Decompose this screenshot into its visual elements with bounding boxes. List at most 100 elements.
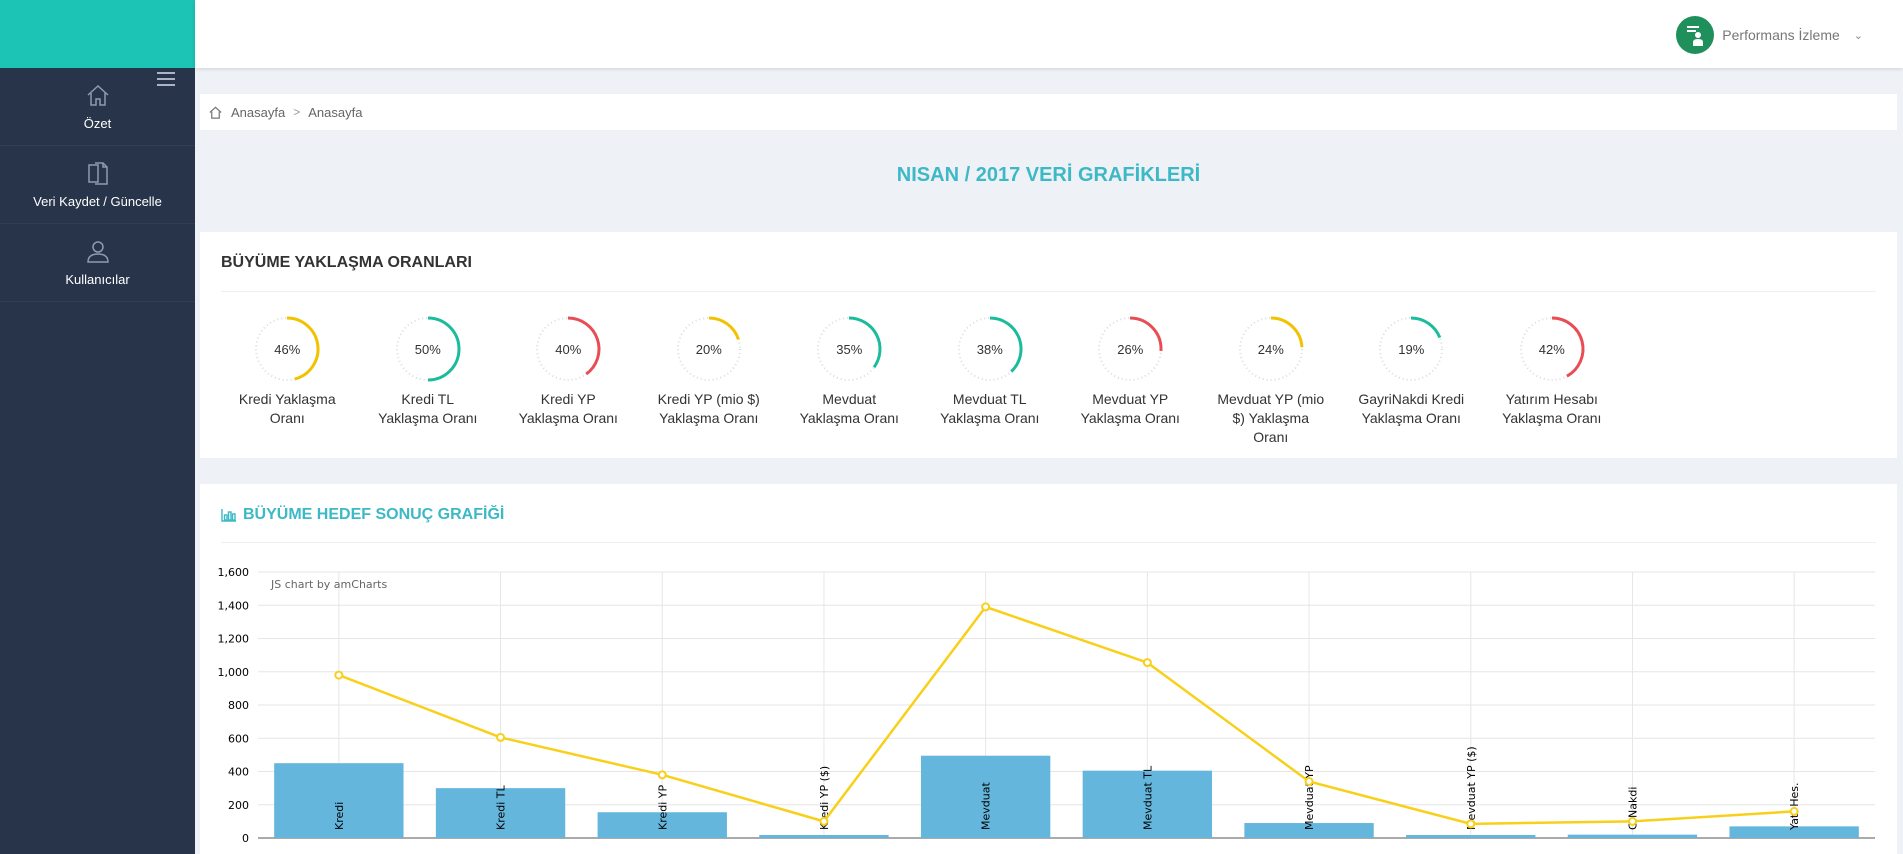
- home-icon: [209, 106, 222, 119]
- gauge-label: Mevduat YP (mio $) Yaklaşma Oranı: [1217, 391, 1325, 445]
- bar: [274, 763, 404, 838]
- top-bar: Performans İzleme ⌄: [195, 0, 1903, 68]
- page-title: NISAN / 2017 VERİ GRAFİKLERİ: [896, 164, 1201, 186]
- gauge-arc: [427, 316, 461, 382]
- line-point: [1466, 819, 1476, 829]
- line-point: [1789, 806, 1799, 816]
- x-category-label: Mevduat TL: [1141, 765, 1154, 830]
- sidebar: Özet Veri Kaydet / Güncelle Kullanıcılar: [0, 68, 195, 854]
- gauge-label: Kredi TL Yaklaşma Oranı: [378, 391, 478, 426]
- y-tick-label: 400: [228, 766, 249, 779]
- gauge-arc: [1130, 316, 1163, 352]
- bar-chart-icon: [221, 509, 236, 522]
- gauge-label: Mevduat Yaklaşma Oranı: [799, 391, 899, 426]
- line-point: [1142, 658, 1152, 668]
- gauge-ring: 46%: [252, 314, 322, 384]
- y-tick-label: 200: [228, 799, 249, 812]
- sidebar-item-label: Veri Kaydet / Güncelle: [33, 194, 162, 209]
- gauge-label: Kredi YP (mio $) Yaklaşma Oranı: [657, 391, 760, 426]
- gauge-item: 35% Mevduat Yaklaşma Oranı: [779, 314, 920, 447]
- target-chart-panel: BÜYÜME HEDEF SONUÇ GRAFİĞİ 0 200 400 600 800…: [200, 484, 1897, 854]
- panel-title-text: BÜYÜME HEDEF SONUÇ GRAFİĞİ: [243, 506, 505, 523]
- gauge-arc: [708, 316, 740, 340]
- gauge-ring: 26%: [1095, 314, 1165, 384]
- x-category-label: Kredi TL: [495, 784, 508, 830]
- gauge-value: 26%: [1117, 341, 1144, 357]
- gauge-label: GayriNakdi Kredi Yaklaşma Oranı: [1358, 391, 1465, 426]
- y-tick-label: 1,400: [218, 599, 250, 612]
- target-result-chart: 0 200 400 600 800 1,000 1,200 1,400 1,600 Kredi Kr…: [218, 566, 1875, 845]
- gauge-ring: 38%: [955, 314, 1025, 384]
- chart-watermark[interactable]: JS chart by amCharts: [271, 578, 388, 591]
- line-point: [657, 770, 667, 780]
- x-category-label: Kredi YP ($): [818, 766, 831, 830]
- user-menu[interactable]: Performans İzleme ⌄: [1676, 16, 1863, 54]
- gauge-arc: [1411, 316, 1442, 339]
- y-tick-label: 1,200: [218, 633, 250, 646]
- gauge-item: 38% Mevduat TL Yaklaşma Oranı: [920, 314, 1061, 447]
- gauge-arc: [568, 316, 601, 376]
- x-category-label: Mevduat: [980, 782, 993, 830]
- y-tick-label: 0: [242, 832, 249, 845]
- line-point: [496, 732, 506, 742]
- line-point: [1627, 816, 1637, 826]
- breadcrumb-current: Anasayfa: [308, 104, 363, 120]
- gauge-value: 35%: [836, 341, 863, 357]
- x-category-label: Mevduat YP: [1303, 765, 1316, 830]
- bar: [435, 788, 566, 838]
- gauge-ring: 42%: [1517, 314, 1587, 384]
- chevron-right-icon: >: [293, 105, 301, 119]
- gauge-value: 50%: [414, 341, 441, 357]
- sidebar-item-label: Özet: [83, 116, 112, 131]
- gauge-value: 40%: [555, 341, 582, 357]
- gauge-value: 19%: [1398, 341, 1425, 357]
- x-category-label: Yat. Hes.: [1788, 782, 1801, 831]
- gauge-value: 46%: [274, 341, 301, 357]
- gauge-value: 24%: [1257, 341, 1284, 357]
- line-point: [334, 670, 344, 680]
- panel-title: BÜYÜME YAKLAŞMA ORANLARI: [221, 254, 472, 271]
- gauge-ring: 24%: [1236, 314, 1306, 384]
- bar: [1082, 770, 1213, 838]
- gauge-label: Kredi YP Yaklaşma Oranı: [518, 391, 618, 426]
- gauge-ring: 19%: [1376, 314, 1446, 384]
- bar: [597, 812, 727, 838]
- breadcrumb-link-home[interactable]: Anasayfa: [231, 104, 286, 120]
- gauge-item: 20% Kredi YP (mio $) Yaklaşma Oranı: [639, 314, 780, 447]
- sidebar-item-label: Kullanıcılar: [65, 272, 130, 287]
- gauge-item: 24% Mevduat YP (mio $) Yaklaşma Oranı: [1201, 314, 1342, 447]
- gauge-ring: 40%: [533, 314, 603, 384]
- gauge-item: 42% Yatırım Hesabı Yaklaşma Oranı: [1482, 314, 1623, 447]
- gauge-value: 38%: [976, 341, 1003, 357]
- chevron-down-icon: ⌄: [1853, 29, 1863, 42]
- bar: [1567, 834, 1698, 838]
- sidebar-item-kullanicilar[interactable]: Kullanıcılar: [0, 224, 195, 302]
- bar: [1406, 835, 1536, 838]
- user-avatar-icon: [1676, 16, 1715, 54]
- line-point: [819, 816, 829, 826]
- growth-rates-panel: BÜYÜME YAKLAŞMA ORANLARI 46% Kredi Yaklaş…: [200, 232, 1897, 458]
- gauge-arc: [287, 316, 320, 381]
- user-icon: [86, 241, 109, 263]
- panel-title: BÜYÜME HEDEF SONUÇ GRAFİĞİ: [221, 506, 504, 524]
- user-name: Performans İzleme: [1722, 27, 1840, 43]
- divider: [221, 542, 1876, 543]
- home-icon: [86, 84, 109, 106]
- gauge-ring: 35%: [814, 314, 884, 384]
- x-category-label: Mevduat YP ($): [1465, 746, 1478, 830]
- gauge-item: 40% Kredi YP Yaklaşma Oranı: [498, 314, 639, 447]
- gauge-label: Kredi Yaklaşma Oranı: [238, 391, 336, 426]
- divider: [221, 291, 1876, 292]
- gauge-arc: [989, 316, 1023, 373]
- sidebar-item-ozet[interactable]: Özet: [0, 68, 195, 146]
- gauge-item: 50% Kredi TL Yaklaşma Oranı: [358, 314, 499, 447]
- line-point: [1304, 776, 1314, 786]
- gauge-label: Mevduat YP Yaklaşma Oranı: [1080, 391, 1180, 426]
- sidebar-item-veri-kaydet[interactable]: Veri Kaydet / Güncelle: [0, 146, 195, 224]
- gauge-list: 46% Kredi Yaklaşma Oranı 50% Kredi TL Yakla…: [217, 314, 1622, 447]
- x-category-label: Kredi YP: [656, 784, 669, 830]
- y-tick-label: 1,600: [218, 566, 250, 579]
- bar: [1244, 823, 1374, 838]
- menu-toggle-icon[interactable]: [157, 72, 175, 86]
- gauge-label: Yatırım Hesabı Yaklaşma Oranı: [1502, 391, 1602, 426]
